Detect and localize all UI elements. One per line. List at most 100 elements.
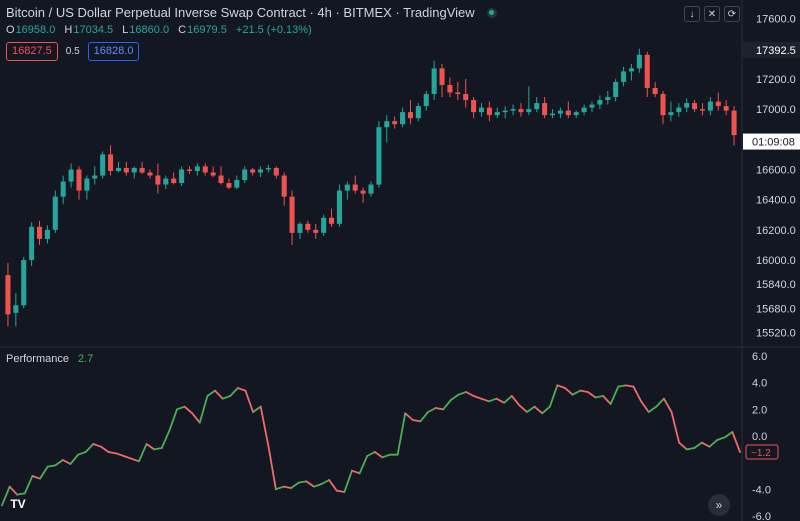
price-tick-label: 16200.0 bbox=[756, 225, 796, 237]
candle-body bbox=[352, 184, 358, 191]
sell-price-button[interactable]: 16827.5 bbox=[6, 42, 58, 61]
candle-body bbox=[534, 103, 540, 110]
candle-body bbox=[684, 103, 690, 108]
performance-segment bbox=[708, 439, 719, 448]
performance-segment bbox=[678, 441, 688, 451]
performance-segment bbox=[579, 389, 589, 393]
indicator-tick-label: 2.0 bbox=[752, 404, 767, 416]
candle-body bbox=[155, 175, 161, 185]
performance-segment bbox=[655, 397, 665, 408]
candle-body bbox=[384, 121, 390, 128]
performance-segment bbox=[54, 459, 64, 467]
candle-body bbox=[431, 68, 437, 95]
candle-body bbox=[415, 106, 421, 119]
tradingview-logo[interactable]: TV bbox=[10, 497, 26, 511]
maximize-icon[interactable]: ⟳ bbox=[724, 6, 740, 22]
candle-body bbox=[100, 154, 106, 176]
change-value: +21.5 (+0.13%) bbox=[235, 24, 312, 36]
performance-segment bbox=[297, 480, 308, 484]
indicator-tick-label: 0.0 bbox=[752, 431, 767, 443]
performance-segment bbox=[381, 453, 391, 459]
candle-body bbox=[147, 172, 153, 176]
candle-body bbox=[305, 223, 311, 230]
performance-segment bbox=[594, 395, 604, 399]
performance-segment bbox=[320, 479, 331, 485]
performance-segment bbox=[92, 443, 102, 448]
performance-segment bbox=[290, 481, 300, 489]
performance-segment bbox=[731, 431, 741, 453]
candle-body bbox=[368, 184, 374, 194]
performance-segment bbox=[503, 395, 513, 404]
candle-body bbox=[194, 166, 200, 171]
performance-segment bbox=[358, 455, 369, 475]
candle-body bbox=[447, 84, 453, 93]
candle-body bbox=[407, 112, 413, 119]
candle-body bbox=[108, 154, 114, 171]
countdown-label: 01:09:08 bbox=[752, 137, 795, 149]
performance-segment bbox=[23, 475, 34, 495]
performance-segment bbox=[122, 455, 133, 460]
performance-segment bbox=[404, 412, 414, 421]
indicator-name[interactable]: Performance bbox=[6, 353, 69, 365]
performance-segment bbox=[617, 384, 627, 388]
performance-segment bbox=[556, 384, 566, 389]
countdown-box bbox=[743, 133, 800, 150]
candle-body bbox=[660, 94, 666, 116]
performance-segment bbox=[541, 405, 551, 415]
candle-body bbox=[597, 100, 603, 105]
candle-body bbox=[344, 184, 350, 191]
performance-segment bbox=[396, 412, 407, 456]
performance-segment bbox=[244, 389, 254, 413]
candle-body bbox=[313, 229, 319, 233]
performance-segment bbox=[472, 395, 483, 400]
performance-segment bbox=[533, 405, 544, 415]
chart-toolbar: ↓ ✕ ⟳ bbox=[684, 6, 740, 22]
performance-segment bbox=[411, 419, 422, 423]
performance-segment bbox=[176, 405, 186, 411]
performance-segment bbox=[313, 483, 323, 488]
performance-segment bbox=[670, 411, 681, 444]
performance-segment bbox=[586, 391, 597, 399]
performance-segment bbox=[716, 436, 726, 441]
high-value: 17034.5 bbox=[73, 24, 114, 36]
candle-body bbox=[281, 175, 287, 197]
candle-body bbox=[652, 87, 658, 95]
candle-body bbox=[242, 169, 248, 181]
candle-body bbox=[115, 167, 121, 171]
candle-body bbox=[163, 178, 169, 185]
candle-body bbox=[636, 54, 642, 69]
performance-segment bbox=[457, 391, 468, 396]
collapse-icon[interactable]: ✕ bbox=[704, 6, 720, 22]
candle-body bbox=[392, 121, 398, 125]
performance-segment bbox=[488, 397, 498, 403]
performance-segment bbox=[343, 469, 353, 493]
arrow-down-icon[interactable]: ↓ bbox=[684, 6, 700, 22]
performance-segment bbox=[449, 393, 460, 401]
buy-price-button[interactable]: 16828.0 bbox=[87, 42, 140, 61]
scroll-to-realtime-button[interactable]: » bbox=[708, 494, 730, 516]
performance-segment bbox=[663, 397, 673, 413]
performance-segment bbox=[61, 459, 72, 465]
candle-body bbox=[668, 112, 674, 116]
performance-segment bbox=[115, 452, 125, 457]
performance-segment bbox=[214, 389, 224, 400]
performance-segment bbox=[351, 469, 361, 475]
indicator-tick-label: 4.0 bbox=[752, 378, 767, 390]
performance-segment bbox=[518, 404, 528, 413]
performance-segment bbox=[252, 405, 262, 413]
candle-body bbox=[400, 112, 406, 125]
performance-segment bbox=[236, 387, 247, 392]
candle-body bbox=[250, 169, 256, 173]
candle-body bbox=[723, 106, 729, 111]
indicator-current-box bbox=[745, 444, 779, 460]
performance-segment bbox=[480, 397, 490, 403]
indicator-tick-label: 6.0 bbox=[752, 351, 767, 363]
performance-segment bbox=[145, 443, 156, 451]
chart-title-row: Bitcoin / US Dollar Perpetual Inverse Sw… bbox=[6, 5, 497, 20]
performance-segment bbox=[160, 429, 171, 449]
low-value: 16860.0 bbox=[129, 24, 170, 36]
indicator-tick-label: -6.0 bbox=[752, 511, 771, 521]
candle-body bbox=[502, 110, 508, 113]
